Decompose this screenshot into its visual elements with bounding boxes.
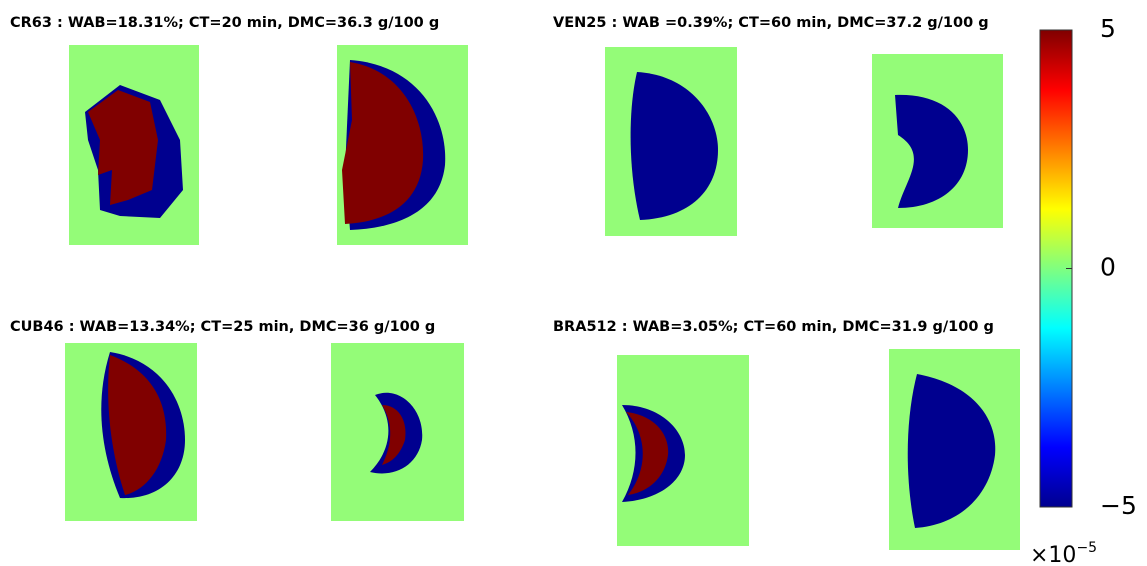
image [889,349,1020,550]
page: {"panels": [ {"title": "CR63 : WAB=18.31… [0,0,1147,566]
tick-label: 0 [1100,253,1116,282]
image [337,45,468,245]
tick-label: −5 [1100,491,1137,520]
panel-title: BRA512 : WAB=3.05%; CT=60 min, DMC=31.9 … [553,319,994,335]
image [331,343,464,521]
colorbar-multiplier: ×10−5 [1030,540,1097,566]
multiplier-base: ×10 [1030,543,1076,566]
image [69,45,199,245]
image [65,343,197,521]
panel-title: VEN25 : WAB =0.39%; CT=60 min, DMC=37.2 … [553,15,989,31]
image [872,54,1003,228]
panel-title: CUB46 : WAB=13.34%; CT=25 min, DMC=36 g/… [10,319,435,335]
colorbar-ticks: 5 0 −5 [1066,14,1137,520]
figure: CR63 : WAB=18.31%; CT=20 min, DMC=36.3 g… [0,0,1147,566]
multiplier-exponent: −5 [1076,540,1097,556]
tick-label: 5 [1100,14,1116,43]
image [617,355,749,546]
image [605,47,737,236]
panel-title: CR63 : WAB=18.31%; CT=20 min, DMC=36.3 g… [10,15,439,31]
